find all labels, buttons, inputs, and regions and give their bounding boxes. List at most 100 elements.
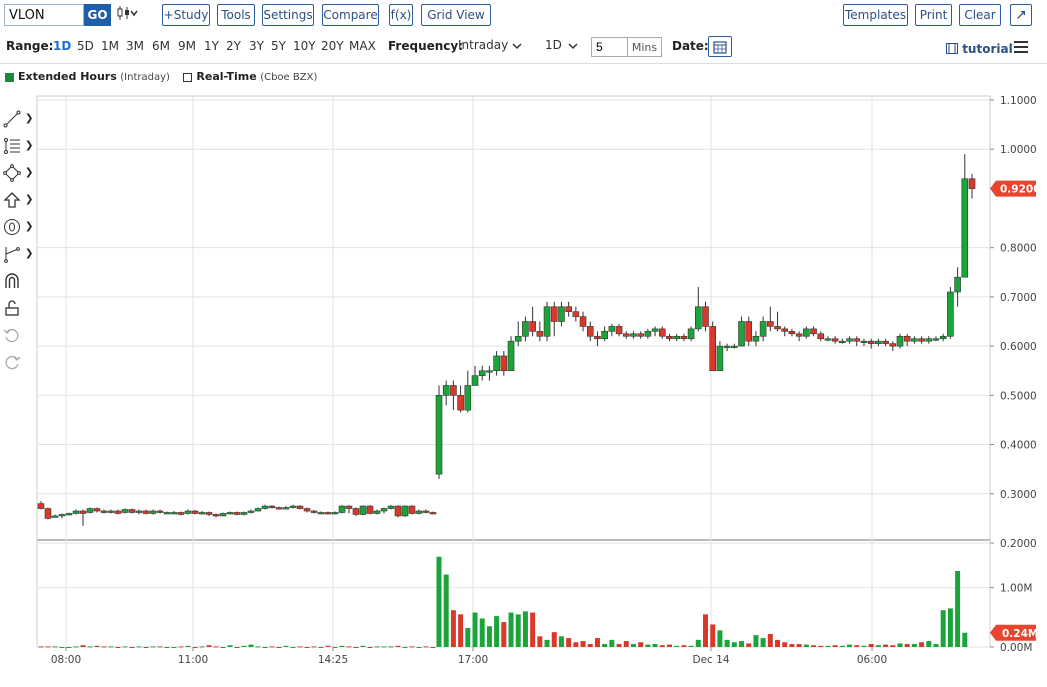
range-9m[interactable]: 9M xyxy=(178,39,196,53)
time-tick-label: 08:00 xyxy=(51,654,81,666)
expand-icon xyxy=(1017,11,1025,19)
range-2y[interactable]: 2Y xyxy=(226,39,241,53)
study-button[interactable]: +Study xyxy=(162,4,210,26)
fibonacci-tool[interactable]: ❯ xyxy=(2,132,34,159)
line-tool[interactable]: ❯ xyxy=(2,105,34,132)
range-max[interactable]: MAX xyxy=(349,39,376,53)
tools-button[interactable]: Tools xyxy=(217,4,255,26)
print-button[interactable]: Print xyxy=(915,4,952,26)
volume-bar xyxy=(213,646,219,648)
date-label: Date: xyxy=(672,39,709,53)
price-chart[interactable]: 1.1000 1.0000 0.8000 0.7000 0.6000 0.5000 0.40… xyxy=(0,94,1047,687)
tutorial-link[interactable]: tutorial xyxy=(946,42,1013,56)
candle-body xyxy=(135,510,143,513)
volume-bar xyxy=(674,645,680,647)
range-1m[interactable]: 1M xyxy=(101,39,119,53)
range-3y[interactable]: 3Y xyxy=(249,39,264,53)
volume-bar xyxy=(551,632,557,647)
candle-body xyxy=(121,509,129,513)
range-5d[interactable]: 5D xyxy=(77,39,94,53)
realtime-sub: (Cboe BZX) xyxy=(260,72,318,83)
volume-bar xyxy=(753,635,759,647)
arrow-tool[interactable]: ❯ xyxy=(2,186,34,213)
volume-bar xyxy=(530,612,536,647)
range-10y[interactable]: 10Y xyxy=(293,39,316,53)
volume-bar xyxy=(318,647,324,648)
candle-body xyxy=(839,340,846,343)
candle-body xyxy=(324,512,332,515)
volume-bar xyxy=(638,642,644,647)
fx-button[interactable]: f(x) xyxy=(389,4,413,26)
interval-input[interactable] xyxy=(591,37,628,57)
volume-bar xyxy=(276,647,282,648)
chevron-down-icon[interactable] xyxy=(512,42,522,50)
candle-body xyxy=(296,505,304,509)
range-20y[interactable]: 20Y xyxy=(321,39,344,53)
candle-body xyxy=(788,331,796,335)
candle-body xyxy=(507,340,515,372)
candle-body xyxy=(387,505,395,509)
go-button[interactable]: GO xyxy=(84,4,111,26)
range-5y[interactable]: 5Y xyxy=(271,39,286,53)
grid-view-button[interactable]: Grid View xyxy=(421,4,491,26)
candle-body xyxy=(947,291,954,337)
candle-body xyxy=(303,508,311,512)
volume-bar xyxy=(311,646,317,648)
range-6m[interactable]: 6M xyxy=(152,39,170,53)
candle-body xyxy=(58,514,66,517)
candle-body xyxy=(226,512,234,515)
candle-body xyxy=(435,395,443,475)
volume-bar xyxy=(436,556,442,647)
redo-tool[interactable] xyxy=(2,348,34,375)
candle-body xyxy=(254,508,262,512)
range-1y[interactable]: 1Y xyxy=(204,39,219,53)
candle-body xyxy=(401,505,409,517)
volume-bar xyxy=(688,645,694,647)
candle-body xyxy=(205,512,213,515)
templates-button[interactable]: Templates xyxy=(843,4,908,26)
candle-body xyxy=(156,510,164,513)
compare-button[interactable]: Compare xyxy=(322,4,379,26)
volume-bar xyxy=(645,644,651,647)
time-tick-label: Dec 14 xyxy=(692,654,729,666)
volume-bar xyxy=(248,644,254,647)
candle-body xyxy=(723,345,731,348)
symbol-input[interactable] xyxy=(4,4,84,26)
volume-bar xyxy=(630,644,636,647)
range-3m[interactable]: 3M xyxy=(126,39,144,53)
chart-type-dropdown[interactable] xyxy=(116,5,138,25)
candle-body xyxy=(86,508,94,513)
volume-bar xyxy=(416,647,422,648)
volume-bar xyxy=(803,644,809,647)
candle-body xyxy=(752,335,760,342)
volume-bar xyxy=(558,636,564,647)
volume-bar xyxy=(911,644,917,647)
clear-button[interactable]: Clear xyxy=(959,4,1001,26)
undo-tool[interactable] xyxy=(2,321,34,348)
text-tool[interactable]: ❯ xyxy=(2,213,34,240)
measure-tool[interactable]: ❯ xyxy=(2,240,34,267)
shapes-tool[interactable]: ❯ xyxy=(2,159,34,186)
extended-hours-sub: (Intraday) xyxy=(120,72,170,83)
candle-body xyxy=(911,338,918,342)
date-picker-button[interactable] xyxy=(708,36,732,57)
expand-button[interactable] xyxy=(1010,4,1032,26)
range-1d[interactable]: 1D xyxy=(53,39,72,53)
frequency-select[interactable]: Intraday xyxy=(458,38,509,52)
volume-bar xyxy=(255,646,261,648)
menu-button[interactable] xyxy=(1014,38,1028,57)
candle-body xyxy=(795,333,803,337)
chevron-down-icon[interactable] xyxy=(568,42,578,50)
lock-tool[interactable] xyxy=(2,294,34,321)
candle-body xyxy=(774,326,781,330)
volume-bar xyxy=(381,646,387,648)
period-select[interactable]: 1D xyxy=(545,38,562,52)
volume-bar xyxy=(94,645,100,647)
candle-body xyxy=(608,326,616,332)
settings-button[interactable]: Settings xyxy=(262,4,314,26)
volume-bar xyxy=(681,645,687,647)
candle-body xyxy=(925,338,933,342)
candle-body xyxy=(536,331,544,337)
magnet-tool[interactable] xyxy=(2,267,34,294)
volume-bar xyxy=(108,646,114,648)
